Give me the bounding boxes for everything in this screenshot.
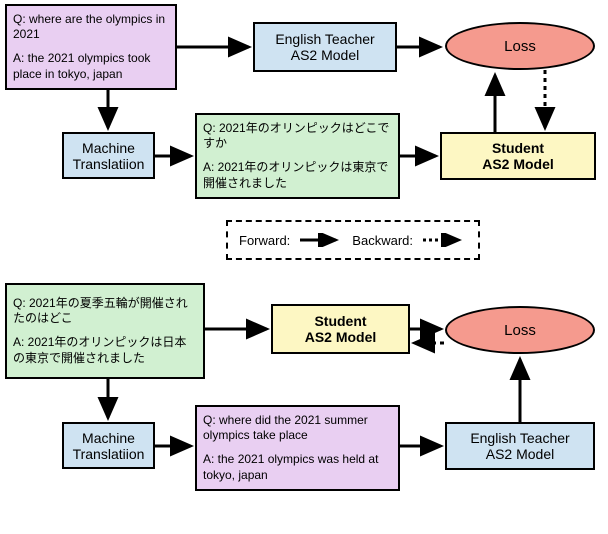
qa-question: Q: where did the 2021 summer olympics ta… <box>203 413 392 444</box>
qa-answer: A: 2021年のオリンピックは東京で開催されました <box>203 160 392 191</box>
model-line2: AS2 Model <box>305 329 377 345</box>
model-line1: English Teacher <box>470 430 569 446</box>
model-line1: Student <box>314 313 366 329</box>
backward-arrow-icon <box>421 233 467 247</box>
qa-question: Q: where are the olympics in 2021 <box>13 12 169 43</box>
mt-line2: Translatiion <box>73 446 145 462</box>
bottom-machine-translation: Machine Translatiion <box>62 422 155 469</box>
model-line2: AS2 Model <box>482 156 554 172</box>
mt-line1: Machine <box>82 430 135 446</box>
qa-answer: A: the 2021 olympics was held at tokyo, … <box>203 452 392 483</box>
top-teacher-model: English Teacher AS2 Model <box>253 22 397 72</box>
loss-label: Loss <box>504 322 536 339</box>
qa-answer: A: the 2021 olympics took place in tokyo… <box>13 51 169 82</box>
legend-backward-label: Backward: <box>352 233 413 248</box>
top-loss: Loss <box>445 22 595 70</box>
qa-question: Q: 2021年の夏季五輪が開催されたのはどこ <box>13 296 197 327</box>
loss-label: Loss <box>504 38 536 55</box>
model-line1: English Teacher <box>275 31 374 47</box>
model-line2: AS2 Model <box>486 446 554 462</box>
mt-line2: Translatiion <box>73 156 145 172</box>
qa-question: Q: 2021年のオリンピックはどこですか <box>203 121 392 152</box>
forward-arrow-icon <box>298 233 344 247</box>
bottom-student-model: Student AS2 Model <box>271 304 410 354</box>
model-line2: AS2 Model <box>291 47 359 63</box>
top-translated-qa: Q: 2021年のオリンピックはどこですか A: 2021年のオリンピックは東京… <box>195 113 400 199</box>
bottom-teacher-model: English Teacher AS2 Model <box>445 422 595 470</box>
model-line1: Student <box>492 140 544 156</box>
top-machine-translation: Machine Translatiion <box>62 132 155 179</box>
qa-answer: A: 2021年のオリンピックは日本の東京で開催されました <box>13 335 197 366</box>
top-input-qa: Q: where are the olympics in 2021 A: the… <box>5 4 177 90</box>
mt-line1: Machine <box>82 140 135 156</box>
legend: Forward: Backward: <box>226 220 480 260</box>
top-student-model: Student AS2 Model <box>440 132 596 180</box>
bottom-translated-qa: Q: where did the 2021 summer olympics ta… <box>195 405 400 491</box>
bottom-input-qa: Q: 2021年の夏季五輪が開催されたのはどこ A: 2021年のオリンピックは… <box>5 283 205 379</box>
bottom-loss: Loss <box>445 306 595 354</box>
legend-forward-label: Forward: <box>239 233 290 248</box>
